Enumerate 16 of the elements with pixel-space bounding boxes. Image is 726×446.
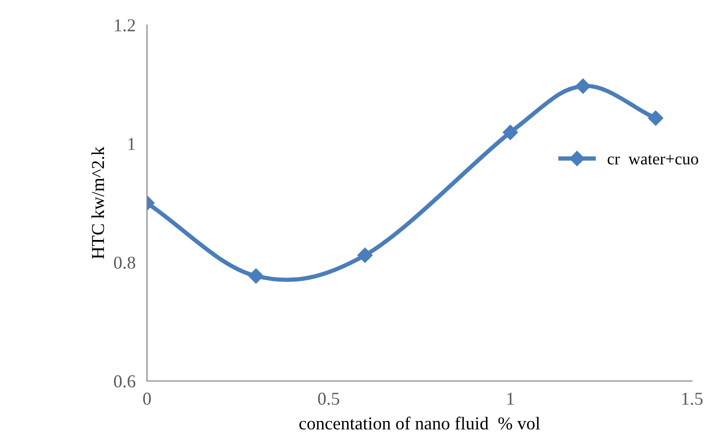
y-tick-label: 1 bbox=[128, 138, 135, 150]
y-tick-label: 1.2 bbox=[114, 19, 135, 32]
point bbox=[357, 248, 373, 263]
x-tick-label: 0 bbox=[143, 392, 151, 405]
x-tick-label: 1 bbox=[507, 392, 514, 405]
point bbox=[575, 78, 591, 94]
x-tick-label: 0.5 bbox=[318, 392, 340, 405]
point bbox=[502, 124, 518, 140]
y-tick-label: 0.8 bbox=[114, 256, 136, 269]
point bbox=[648, 110, 664, 126]
y-tick-label: 0.6 bbox=[114, 375, 136, 388]
y-axis-title: HTC kw/m^2.k bbox=[91, 146, 104, 259]
x-axis-title: concentation of nano fluid % vol bbox=[299, 416, 540, 430]
point bbox=[248, 268, 264, 284]
legend-label: cr water+cuo bbox=[608, 154, 698, 165]
x-tick-label: 1.5 bbox=[682, 392, 703, 405]
